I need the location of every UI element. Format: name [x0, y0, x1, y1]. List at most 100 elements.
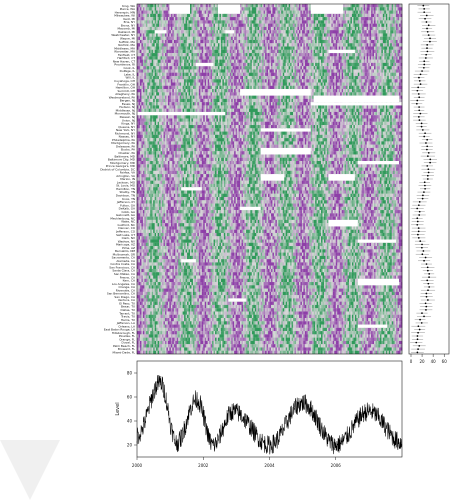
heatmap-cell — [244, 26, 247, 31]
heatmap-cell — [321, 13, 323, 18]
heatmap-cell — [396, 62, 398, 67]
heatmap-cell — [160, 69, 163, 73]
heatmap-cell — [390, 23, 392, 27]
heatmap-cell — [290, 82, 292, 86]
heatmap-cell — [334, 33, 337, 37]
heatmap-cell — [350, 33, 353, 37]
heatmap-cell — [285, 26, 288, 31]
heatmap-cell — [313, 30, 316, 34]
heatmap-cell — [325, 13, 328, 18]
heatmap-cell — [270, 75, 273, 80]
heatmap-cell — [162, 10, 164, 14]
heatmap-cell — [184, 79, 186, 83]
heatmap-cell — [229, 69, 232, 73]
heatmap-cell — [176, 72, 179, 77]
heatmap-cell — [360, 7, 363, 11]
heatmap-cell — [298, 26, 301, 31]
heatmap-cell — [182, 59, 185, 63]
heatmap-cell — [318, 72, 320, 77]
heatmap-cell — [347, 75, 350, 80]
heatmap-cell — [374, 17, 376, 21]
heatmap-cell — [360, 46, 363, 50]
heatmap-cell — [225, 66, 228, 70]
heatmap-cell — [362, 82, 365, 86]
heatmap-cell — [391, 13, 394, 18]
heatmap-cell — [400, 26, 403, 31]
heatmap-cell — [185, 13, 188, 18]
heatmap-cell — [257, 33, 260, 37]
heatmap-cell — [179, 62, 182, 67]
heatmap-cell — [343, 72, 345, 77]
heatmap-cell — [306, 39, 309, 44]
heatmap-cell — [256, 79, 259, 83]
heatmap-cell — [270, 17, 273, 21]
heatmap-cell — [341, 17, 344, 21]
heatmap-cell — [307, 10, 310, 14]
heatmap-cell — [231, 49, 233, 54]
heatmap-cell — [212, 69, 214, 73]
heatmap-cell — [235, 92, 238, 96]
heatmap-cell — [273, 43, 276, 47]
heatmap-cell — [307, 82, 310, 86]
heatmap-cell — [322, 69, 325, 73]
heatmap-cell — [365, 85, 367, 90]
heatmap-cell — [206, 26, 208, 31]
heatmap-cell — [396, 7, 398, 11]
heatmap-cell — [216, 4, 219, 8]
heatmap-cell — [272, 7, 275, 11]
heatmap-cell — [139, 23, 142, 27]
heatmap-cell — [217, 56, 220, 60]
heatmap-cell — [151, 89, 154, 93]
heatmap-cell — [263, 23, 266, 27]
heatmap-cell — [147, 39, 150, 44]
heatmap-cell — [310, 79, 313, 83]
heatmap-cell — [374, 75, 376, 80]
heatmap-cell — [382, 46, 385, 50]
heatmap-cell — [288, 72, 291, 77]
heatmap-cell — [359, 10, 362, 14]
heatmap-cell — [201, 30, 204, 34]
heatmap-cell — [384, 53, 387, 57]
heatmap-cell — [270, 62, 273, 67]
heatmap-cell — [262, 85, 264, 90]
heatmap-cell — [228, 85, 231, 90]
heatmap-cell — [353, 33, 356, 37]
heatmap-cell — [192, 36, 195, 41]
heatmap-cell — [164, 26, 167, 31]
heatmap-cell — [375, 66, 378, 70]
heatmap-cell — [216, 33, 219, 37]
heatmap-cell — [244, 79, 247, 83]
heatmap-cell — [279, 79, 282, 83]
heatmap-cell — [198, 30, 201, 34]
heatmap-cell — [385, 43, 388, 47]
heatmap-cell — [265, 46, 267, 50]
heatmap-cell — [319, 75, 322, 80]
heatmap-cell — [307, 17, 310, 21]
heatmap-cell — [359, 59, 362, 63]
heatmap-cell — [325, 23, 328, 27]
heatmap-cell — [387, 62, 390, 67]
heatmap-cell — [172, 17, 175, 21]
heatmap-cell — [393, 59, 395, 63]
heatmap-cell — [362, 79, 365, 83]
heatmap-cell — [179, 26, 182, 31]
heatmap-cell — [309, 26, 312, 31]
heatmap-cell — [316, 75, 319, 80]
heatmap-cell — [379, 89, 382, 93]
heatmap-cell — [363, 62, 366, 67]
heatmap-cell — [176, 39, 179, 44]
heatmap-cell — [369, 26, 372, 31]
heatmap-cell — [231, 82, 233, 86]
heatmap-cell — [201, 82, 204, 86]
heatmap-cell — [181, 75, 183, 80]
heatmap-cell — [210, 75, 213, 80]
heatmap-cell — [169, 43, 172, 47]
heatmap-cell — [344, 46, 347, 50]
heatmap-cell — [153, 43, 155, 47]
heatmap-cell — [291, 39, 294, 44]
heatmap-cell — [307, 7, 310, 11]
heatmap-cell — [318, 66, 320, 70]
heatmap-cell — [323, 17, 326, 21]
heatmap-cell — [245, 46, 248, 50]
heatmap-cell — [293, 53, 295, 57]
